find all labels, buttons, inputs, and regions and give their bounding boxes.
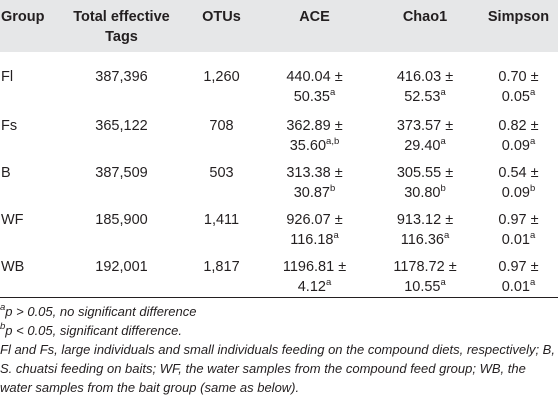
cell-otus: 1,817 (185, 250, 258, 298)
cell-simpson: 0.97 ±0.01a (498, 212, 539, 248)
diversity-table: Group Total effective Tags OTUs ACE Chao… (0, 0, 558, 298)
table-row: WF 185,900 1,411 926.07 ±116.18a 913.12 … (0, 203, 558, 250)
header-group: Group (1, 9, 45, 25)
cell-chao1: 1178.72 ±10.55a (371, 250, 479, 298)
table-header-row: Group Total effective Tags OTUs ACE Chao… (0, 0, 558, 52)
cell-tags: 365,122 (95, 118, 148, 134)
cell-ace: 926.07 ±116.18a (286, 212, 343, 248)
cell-chao1: 416.03 ±52.53a (396, 69, 454, 105)
cell-group: Fs (1, 118, 18, 134)
table-row: WB 192,001 1,817 1196.81 ±4.12a 1178.72 … (0, 250, 558, 298)
cell-group: B (1, 165, 11, 181)
table-footnotes: ap > 0.05, no significant difference bp … (0, 302, 558, 397)
cell-otus: 708 (209, 118, 234, 134)
header-ace: ACE (299, 9, 330, 25)
cell-group: WB (0, 250, 58, 298)
cell-otus: 1,260 (203, 69, 240, 85)
cell-ace: 362.89 ±35.60a,b (286, 118, 343, 154)
cell-otus: 1,411 (203, 212, 240, 228)
cell-tags: 192,001 (58, 250, 185, 298)
cell-simpson: 0.82 ±0.09a (498, 118, 539, 154)
header-otus: OTUs (202, 9, 241, 25)
cell-group: WF (1, 212, 24, 228)
cell-group: Fl (1, 69, 14, 85)
cell-simpson: 0.97 ±0.01a (479, 250, 558, 298)
cell-chao1: 373.57 ±29.40a (396, 118, 454, 154)
header-chao1: Chao1 (402, 9, 448, 25)
cell-tags: 387,509 (95, 165, 148, 181)
cell-simpson: 0.54 ±0.09b (498, 165, 539, 201)
footnote-legend: Fl and Fs, large individuals and small i… (0, 342, 555, 395)
header-total-tags: Total effective Tags (73, 9, 170, 45)
table-row: Fl 387,396 1,260 440.04 ±50.35a 416.03 ±… (0, 52, 558, 109)
table-row: B 387,509 503 313.38 ±30.87b 305.55 ±30.… (0, 156, 558, 203)
cell-chao1: 305.55 ±30.80b (396, 165, 454, 201)
cell-simpson: 0.70 ±0.05a (498, 69, 539, 105)
cell-tags: 185,900 (95, 212, 148, 228)
footnote-b: bp < 0.05, significant difference. (0, 321, 182, 338)
cell-otus: 503 (209, 165, 234, 181)
header-simpson: Simpson (487, 9, 550, 25)
cell-tags: 387,396 (95, 69, 148, 85)
cell-ace: 313.38 ±30.87b (286, 165, 343, 201)
footnote-a: ap > 0.05, no significant difference (0, 302, 197, 319)
cell-chao1: 913.12 ±116.36a (396, 212, 454, 248)
cell-ace: 1196.81 ±4.12a (258, 250, 371, 298)
table-row: Fs 365,122 708 362.89 ±35.60a,b 373.57 ±… (0, 109, 558, 156)
cell-ace: 440.04 ±50.35a (286, 69, 343, 105)
